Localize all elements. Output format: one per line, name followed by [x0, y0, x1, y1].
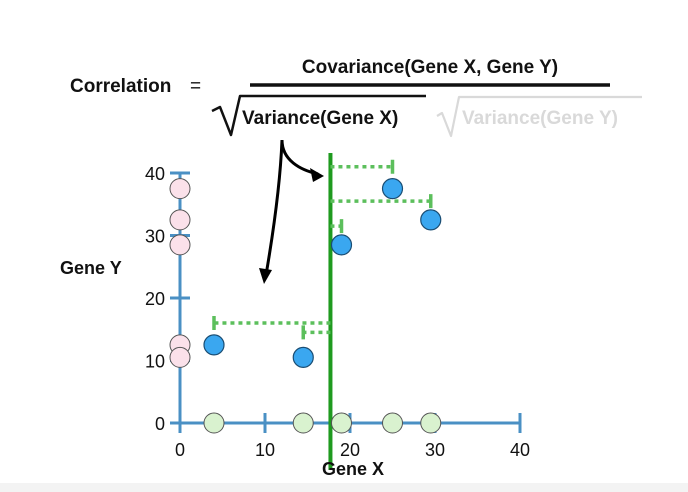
formula-lhs: Correlation [70, 76, 171, 97]
arrow-head-right [310, 168, 324, 182]
y-tick-label: 10 [145, 352, 165, 372]
y-projection-point [169, 346, 191, 368]
x-projection-point [203, 412, 225, 434]
x-tick-label: 20 [340, 440, 360, 460]
x-axis-label: Gene X [322, 459, 384, 479]
x-projection-point [292, 412, 314, 434]
y-axis-label: Gene Y [60, 258, 122, 278]
deviation-guides [212, 153, 433, 470]
footer-strip [0, 483, 688, 492]
formula-denominator-faded: Variance(Gene Y) [462, 108, 618, 129]
data-point [381, 178, 404, 200]
formula-equals: = [190, 76, 201, 97]
x-projection-point [420, 412, 442, 434]
y-tick-label: 40 [145, 164, 165, 184]
arrow-head-down [259, 268, 272, 284]
formula-numerator: Covariance(Gene X, Gene Y) [302, 57, 558, 78]
y-tick-label: 0 [155, 414, 165, 434]
y-projection-point [169, 178, 191, 200]
x-tick-label: 30 [425, 440, 445, 460]
sqrt-sign-active [211, 94, 426, 137]
formula-denominator-active: Variance(Gene X) [242, 108, 398, 129]
y-tick-label: 30 [145, 227, 165, 247]
x-projection-point [382, 412, 403, 434]
sqrt-sign-faded [436, 95, 642, 138]
arrow-curve-down [264, 139, 284, 276]
data-point [203, 334, 225, 356]
data-point [420, 209, 442, 231]
y-tick-label: 20 [145, 289, 165, 309]
x-tick-label: 10 [255, 440, 275, 460]
x-tick-label: 40 [510, 440, 530, 460]
x-projection-point [331, 412, 352, 434]
points-group [169, 178, 442, 434]
x-tick-label: 0 [175, 440, 185, 460]
y-projection-point [169, 234, 191, 256]
data-point [292, 346, 314, 368]
arrow-curve-right [280, 139, 319, 176]
y-projection-point [169, 209, 191, 231]
data-point [330, 234, 353, 256]
